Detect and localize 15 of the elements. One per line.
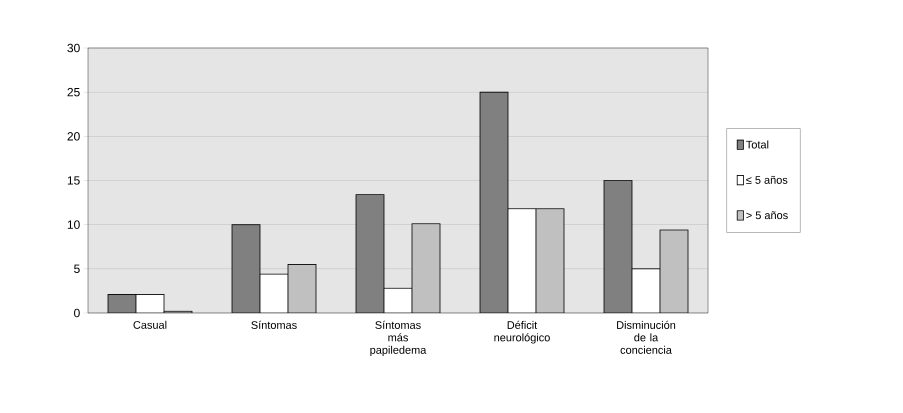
y-tick-label: 25	[68, 88, 80, 96]
y-tick-label: 10	[68, 220, 80, 229]
x-tick-label: Síntomas más papiledema	[370, 320, 426, 356]
y-tick-label: 0	[74, 308, 80, 318]
y-tick-label: 5	[74, 264, 80, 273]
y-tick-label: 30	[67, 44, 80, 52]
x-tick-label: Casual	[134, 320, 166, 329]
y-tick-label: 20	[68, 132, 80, 141]
x-tick-label: Déficit neurológico	[494, 320, 550, 344]
legend-label: > 5 años	[746, 211, 788, 220]
legend-label: Total	[746, 140, 768, 148]
x-tick-label: Disminución de la conciencia	[617, 320, 676, 354]
x-tick-label: Síntomas	[251, 320, 297, 329]
y-tick-label: 15	[68, 176, 80, 185]
legend-label: ≤ 5 años	[746, 176, 788, 184]
